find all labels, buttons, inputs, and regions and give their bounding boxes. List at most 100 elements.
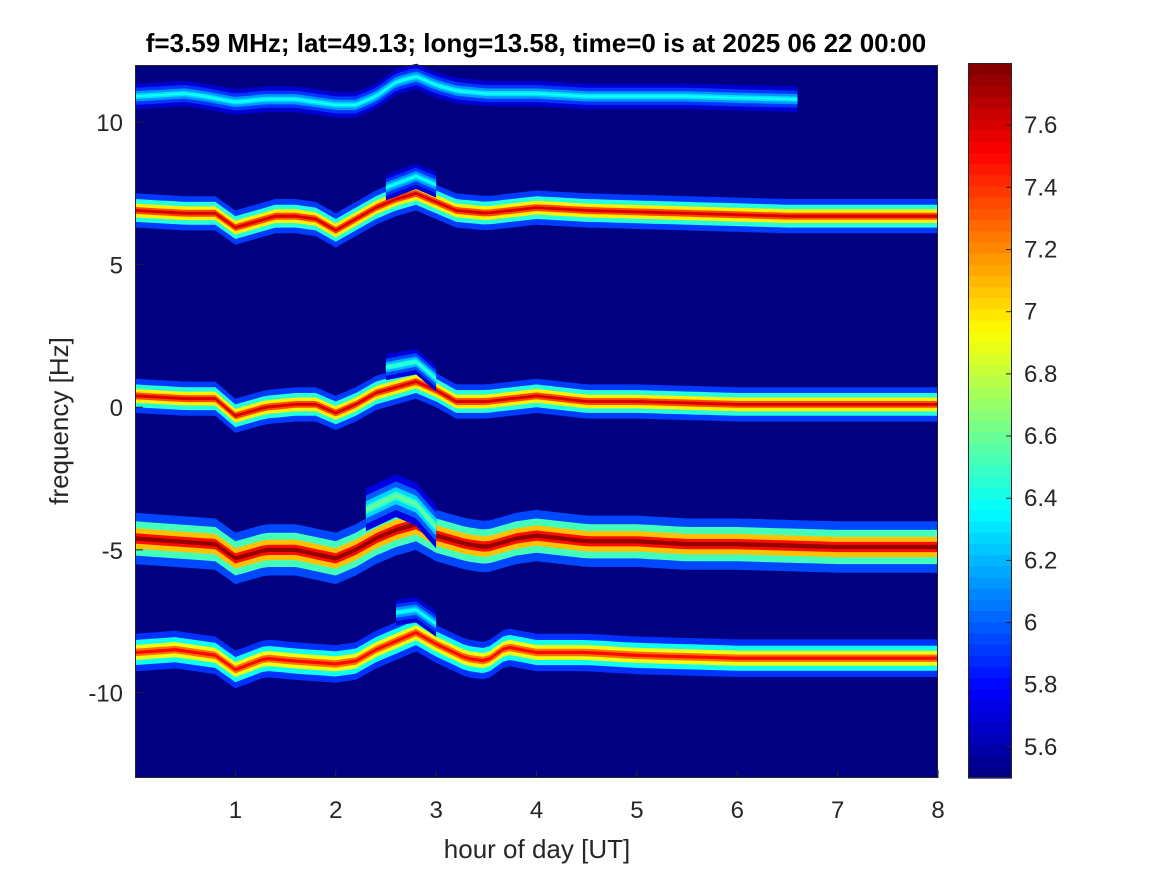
x-tick-label: 4	[530, 797, 543, 824]
colorbar-tick-label: 7.4	[1024, 174, 1057, 201]
x-tick-label: 2	[329, 797, 342, 824]
spectral-spur-0	[365, 474, 437, 549]
x-tick-label: 6	[731, 797, 744, 824]
colorbar-step	[968, 487, 1012, 500]
colorbar-step	[968, 532, 1012, 544]
colorbar-step	[968, 241, 1012, 254]
spectral-trace-1	[135, 176, 938, 248]
y-tick-label: -10	[88, 680, 123, 707]
colorbar-step	[968, 208, 1012, 220]
colorbar-step	[968, 454, 1012, 466]
y-tick-label: 5	[110, 253, 123, 280]
colorbar-step	[968, 465, 1012, 477]
colorbar-step	[968, 476, 1012, 489]
spectral-trace-4-level-4	[135, 631, 938, 672]
colorbar-step	[968, 409, 1012, 422]
colorbar-step	[968, 152, 1012, 165]
colorbar-tick-label: 6.4	[1024, 485, 1057, 512]
colorbar-step	[968, 185, 1012, 198]
colorbar-step	[968, 565, 1012, 578]
colorbar-tick-label: 6.6	[1024, 423, 1057, 450]
spectral-spur-3	[396, 596, 437, 637]
plot-area	[135, 63, 938, 778]
colorbar-tick-label: 7.2	[1024, 237, 1057, 264]
colorbar-step	[968, 331, 1012, 343]
spectral-trace-3-level-3	[135, 519, 938, 564]
colorbar-tick-label: 6	[1024, 610, 1037, 637]
colorbar-tick-label: 6.8	[1024, 361, 1057, 388]
colorbar-step	[968, 688, 1012, 701]
colorbar-step	[968, 621, 1012, 634]
spectral-spur-2-level-4	[385, 175, 437, 189]
colorbar-step	[968, 85, 1012, 98]
spectral-spur-2-level-2	[385, 171, 437, 193]
y-tick-label: 10	[96, 110, 123, 137]
x-tick-label: 3	[429, 797, 442, 824]
colorbar-step	[968, 386, 1012, 399]
colorbar-step	[968, 130, 1012, 142]
colorbar-step	[968, 521, 1012, 533]
spectral-trace-0	[135, 63, 798, 118]
x-tick-label: 8	[931, 797, 944, 824]
y-tick-label: 0	[110, 395, 123, 422]
colorbar-step	[968, 543, 1012, 556]
colorbar-step	[968, 252, 1012, 265]
colorbar-tick-label: 6.2	[1024, 547, 1057, 574]
colorbar-step	[968, 197, 1012, 209]
colorbar-step	[968, 666, 1012, 679]
colorbar-step	[968, 655, 1012, 667]
colorbar-axis: 7.6 7.4 7.2 7 6.8 6.6 6.4 6.2 6 5.8 5.6	[1006, 112, 1057, 761]
colorbar-step	[968, 766, 1012, 779]
colorbar-step	[968, 420, 1012, 433]
x-tick-label: 7	[831, 797, 844, 824]
colorbar-step	[968, 431, 1012, 444]
colorbar-step	[968, 96, 1012, 109]
colorbar-step	[968, 554, 1012, 567]
spectral-trace-4	[135, 613, 938, 689]
spectral-trace-1-level-2	[135, 186, 938, 238]
colorbar-step	[968, 286, 1012, 299]
colorbar-step	[968, 498, 1012, 511]
spectral-trace-2	[135, 364, 938, 433]
colorbar-frame	[968, 63, 1012, 778]
colorbar-step	[968, 174, 1012, 187]
colorbar-step	[968, 677, 1012, 690]
spectral-spur-2	[385, 163, 437, 201]
colorbar-tick-label: 7.6	[1024, 112, 1057, 139]
colorbar-step	[968, 632, 1012, 645]
y-axis: 10 5 0 -5 -10	[88, 110, 143, 707]
colorbar-step	[968, 744, 1012, 757]
colorbar-step	[968, 230, 1012, 243]
colorbar-step	[968, 353, 1012, 366]
spectral-trace-2-level-3	[135, 378, 938, 420]
spectral-spur-2-level-3	[385, 173, 437, 191]
chart-title: f=3.59 MHz; lat=49.13; long=13.58, time=…	[146, 28, 926, 58]
colorbar-step	[968, 643, 1012, 656]
x-tick-label: 5	[630, 797, 643, 824]
colorbar-step	[968, 755, 1012, 768]
colorbar	[968, 63, 1012, 779]
colorbar-step	[968, 107, 1012, 120]
colorbar-tick-label: 7	[1024, 299, 1037, 326]
colorbar-step	[968, 141, 1012, 153]
spectral-spur-0-level-4	[365, 494, 437, 529]
colorbar-step	[968, 599, 1012, 612]
colorbar-step	[968, 442, 1012, 455]
colorbar-step	[968, 264, 1012, 276]
x-axis-label: hour of day [UT]	[444, 834, 630, 864]
colorbar-step	[968, 364, 1012, 377]
colorbar-step	[968, 722, 1012, 734]
colorbar-step	[968, 699, 1012, 712]
colorbar-step	[968, 308, 1012, 321]
colorbar-step	[968, 610, 1012, 623]
colorbar-step	[968, 118, 1012, 131]
colorbar-step	[968, 275, 1012, 288]
colorbar-step	[968, 74, 1012, 86]
spectral-trace-3	[135, 498, 938, 585]
spectral-spur-1	[385, 348, 437, 392]
colorbar-step	[968, 733, 1012, 746]
colorbar-step	[968, 163, 1012, 176]
x-axis: 1 2 3 4 5 6 7 8	[229, 770, 945, 824]
colorbar-step	[968, 319, 1012, 332]
colorbar-step	[968, 588, 1012, 600]
